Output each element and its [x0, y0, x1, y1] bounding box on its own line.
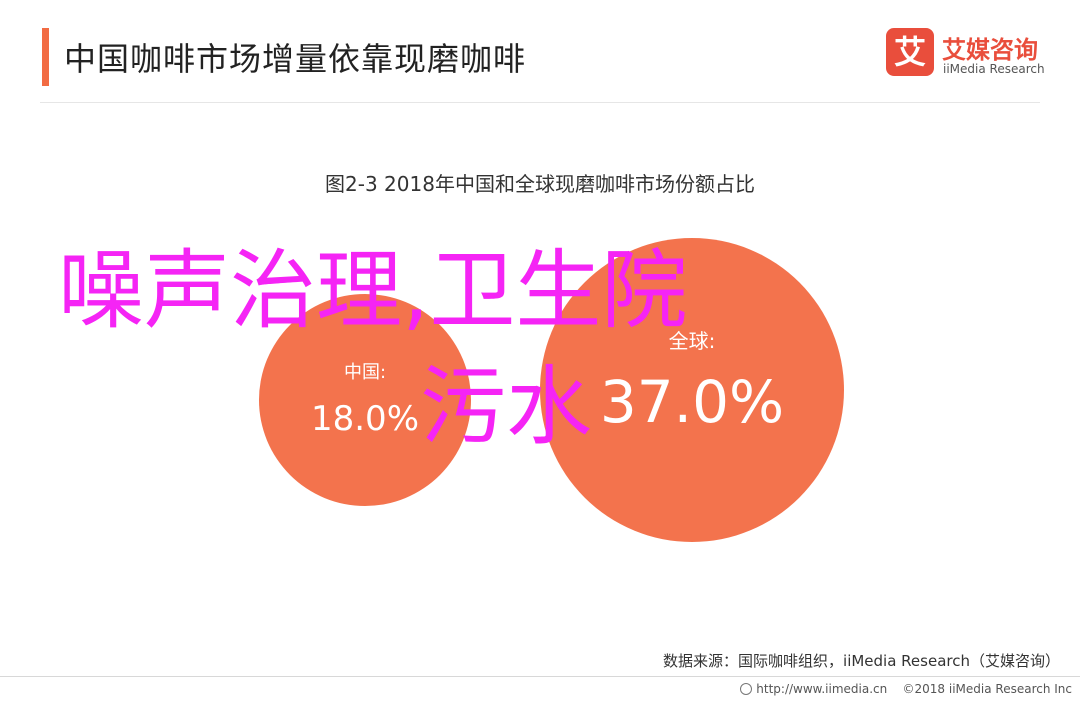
header-accent-bar: [42, 28, 49, 86]
header-divider: [40, 102, 1040, 103]
bubble-label-2: 全球:: [669, 329, 716, 353]
footer-url[interactable]: http://www.iimedia.cn: [756, 682, 888, 696]
logo-name-cn: 艾媒咨询: [942, 36, 1038, 64]
overlay-text-line1: 噪声治理,卫生院: [58, 241, 688, 341]
footer-divider: [0, 676, 1080, 677]
bubble-label-1: 中国:: [344, 362, 386, 383]
globe-icon: [740, 683, 753, 695]
logo-mark-icon: 艾: [886, 28, 934, 76]
chart-title: 图2-3 2018年中国和全球现磨咖啡市场份额占比: [325, 172, 755, 196]
bubble-value-2: 37.0%: [600, 368, 784, 436]
page-title: 中国咖啡市场增量依靠现磨咖啡: [64, 40, 527, 78]
bubble-1: [258, 293, 472, 507]
overlay-text-line2: 污水: [420, 357, 592, 457]
footer: http://www.iimedia.cn ©2018 iiMedia Rese…: [740, 682, 1072, 696]
footer-copyright: ©2018 iiMedia Research Inc: [902, 682, 1072, 696]
bubble-value-1: 18.0%: [311, 399, 419, 439]
logo-name-en: iiMedia Research: [943, 62, 1045, 76]
bubble-2: [540, 238, 844, 542]
data-source: 数据来源：国际咖啡组织，iiMedia Research（艾媒咨询）: [663, 652, 1060, 670]
iimedia-logo: 艾 艾媒咨询 iiMedia Research: [886, 28, 1066, 82]
